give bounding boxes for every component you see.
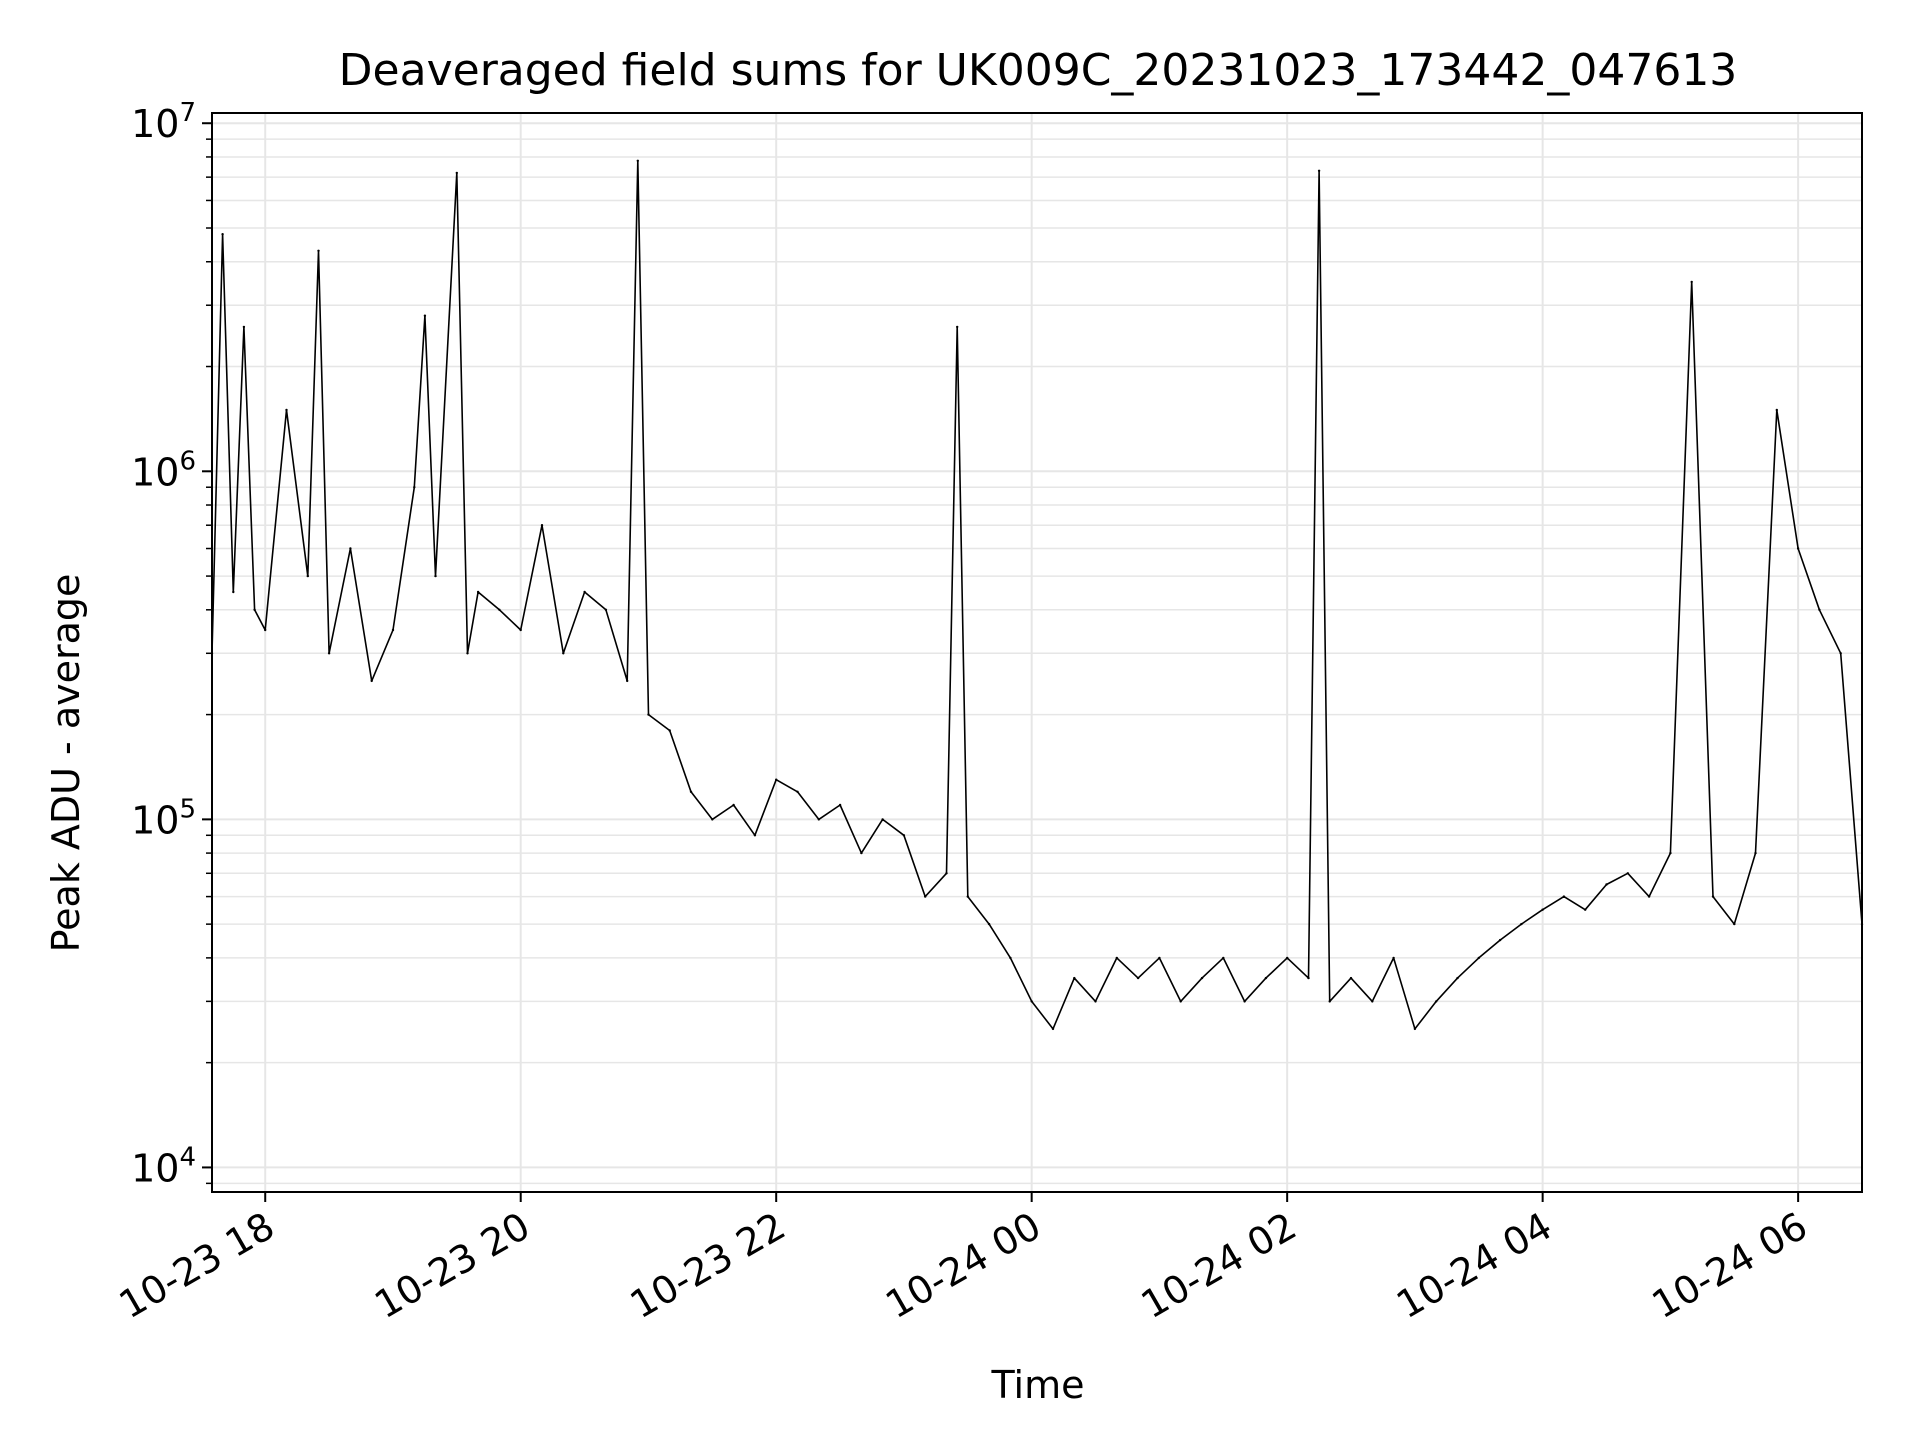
data-point bbox=[349, 547, 352, 550]
data-point bbox=[1179, 1000, 1182, 1003]
data-point bbox=[1200, 976, 1204, 980]
data-point bbox=[540, 524, 544, 527]
data-point bbox=[1051, 1027, 1055, 1031]
data-point bbox=[956, 325, 959, 329]
data-point bbox=[1775, 408, 1779, 412]
data-point bbox=[966, 895, 969, 898]
data-point bbox=[1349, 976, 1353, 980]
data-point bbox=[1711, 895, 1715, 898]
data-point bbox=[455, 171, 458, 175]
data-point bbox=[689, 790, 693, 793]
data-point bbox=[1009, 956, 1012, 960]
data-point bbox=[1839, 652, 1842, 655]
data-point bbox=[232, 590, 235, 594]
x-axis-label: Time bbox=[991, 1363, 1085, 1407]
data-point bbox=[264, 628, 267, 632]
data-point bbox=[604, 608, 608, 611]
data-point bbox=[1115, 956, 1119, 960]
data-point bbox=[647, 713, 650, 716]
data-point bbox=[327, 652, 331, 655]
data-point bbox=[1796, 547, 1800, 550]
data-point bbox=[1562, 895, 1566, 898]
data-point bbox=[1669, 851, 1672, 855]
y-tick-label: 104 bbox=[131, 1142, 196, 1190]
data-point bbox=[242, 325, 246, 329]
data-point bbox=[1158, 956, 1161, 960]
data-point bbox=[498, 608, 501, 611]
y-tick-label: 107 bbox=[131, 98, 196, 146]
data-point bbox=[253, 608, 256, 611]
y-axis-label: Peak ADU - average bbox=[44, 574, 88, 953]
data-point bbox=[1605, 883, 1608, 886]
data-point bbox=[626, 679, 629, 683]
data-point bbox=[1541, 908, 1544, 911]
data-point bbox=[1286, 956, 1289, 960]
data-point bbox=[732, 803, 735, 807]
data-point bbox=[1328, 1000, 1331, 1003]
data-point bbox=[1754, 851, 1757, 855]
data-point bbox=[668, 729, 671, 732]
data-point bbox=[562, 652, 565, 655]
data-point bbox=[1647, 895, 1651, 898]
data-point bbox=[636, 159, 639, 162]
data-point bbox=[434, 574, 437, 578]
data-point bbox=[1371, 1000, 1374, 1003]
data-point bbox=[1690, 280, 1693, 284]
data-point bbox=[1094, 1000, 1097, 1003]
data-point bbox=[1584, 908, 1587, 911]
plot-area bbox=[210, 159, 1864, 1031]
axes-frame bbox=[211, 112, 1863, 1193]
data-point bbox=[1520, 922, 1523, 926]
data-point bbox=[1435, 1000, 1438, 1003]
data-point bbox=[987, 922, 991, 926]
data-point bbox=[881, 818, 884, 821]
data-point bbox=[423, 314, 427, 317]
data-point bbox=[1222, 956, 1225, 960]
data-point bbox=[1243, 1000, 1246, 1003]
grid bbox=[212, 113, 1862, 1192]
data-point bbox=[817, 818, 820, 821]
data-point bbox=[796, 790, 799, 793]
data-point bbox=[370, 679, 373, 683]
data-point bbox=[1073, 976, 1076, 980]
data-point bbox=[1477, 956, 1481, 960]
data-point bbox=[1456, 976, 1459, 980]
data-point bbox=[924, 895, 927, 898]
data-point bbox=[306, 574, 309, 578]
data-point bbox=[317, 249, 320, 252]
y-axis: 104 105 106 107 bbox=[131, 98, 212, 1190]
data-point bbox=[775, 778, 778, 781]
y-tick-label: 106 bbox=[131, 446, 196, 494]
data-point bbox=[221, 233, 224, 236]
data-point bbox=[1317, 169, 1321, 172]
y-tick-label: 105 bbox=[131, 794, 196, 842]
data-point bbox=[519, 628, 522, 632]
data-point bbox=[1264, 976, 1268, 980]
data-point bbox=[1818, 608, 1821, 611]
data-point bbox=[476, 590, 480, 594]
data-point bbox=[466, 652, 469, 655]
data-point bbox=[838, 803, 842, 807]
data-point bbox=[902, 834, 906, 837]
data-point bbox=[1392, 956, 1395, 960]
data-point bbox=[413, 486, 416, 489]
data-point bbox=[1136, 976, 1140, 980]
data-point bbox=[583, 590, 586, 594]
data-point bbox=[860, 851, 863, 855]
data-point bbox=[1307, 976, 1310, 980]
data-point bbox=[1498, 938, 1502, 942]
data-point bbox=[945, 872, 948, 875]
data-point bbox=[1030, 1000, 1033, 1003]
chart-title: Deaveraged field sums for UK009C_2023102… bbox=[339, 45, 1738, 96]
data-point bbox=[391, 628, 395, 632]
data-point bbox=[753, 834, 757, 837]
data-point bbox=[1733, 922, 1736, 926]
data-point bbox=[1626, 872, 1630, 875]
data-point bbox=[1413, 1027, 1417, 1031]
data-point bbox=[711, 818, 714, 821]
data-point bbox=[285, 408, 288, 412]
